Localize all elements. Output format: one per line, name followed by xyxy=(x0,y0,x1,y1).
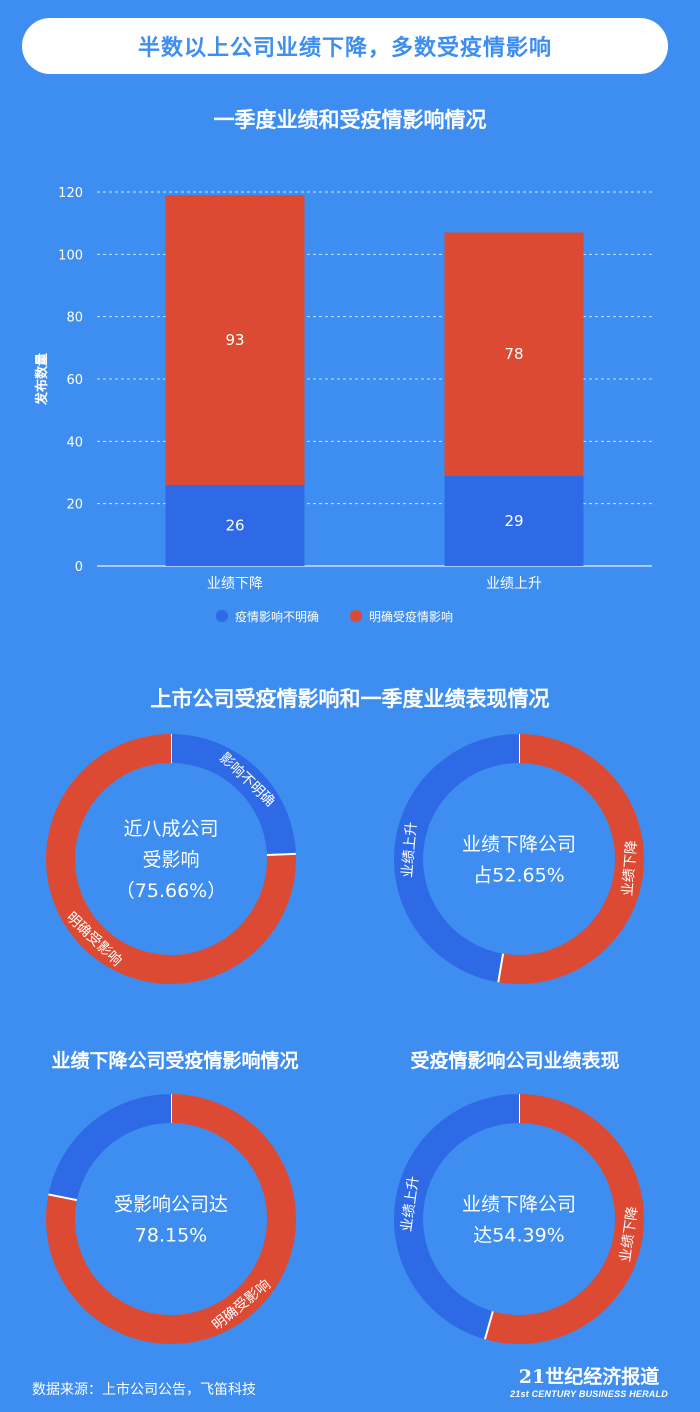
donut-slice xyxy=(48,1094,172,1201)
y-tick-label: 80 xyxy=(66,311,83,326)
donut-4-title: 受疫情影响公司业绩表现 xyxy=(410,1050,620,1072)
y-tick-label: 20 xyxy=(66,498,83,513)
donut-slice xyxy=(484,1094,644,1344)
slice-label: 业绩下降 xyxy=(620,840,641,897)
donut-center-text: 受影响 xyxy=(142,849,199,871)
y-tick-label: 120 xyxy=(58,186,83,201)
brand-logo: 21世纪经济报道 21st CENTURY BUSINESS HERALD xyxy=(505,1362,673,1399)
page-title: 半数以上公司业绩下降，多数受疫情影响 xyxy=(137,36,552,61)
x-category-label: 业绩上升 xyxy=(486,576,542,592)
slice-divider xyxy=(497,953,505,983)
x-category-label: 业绩下降 xyxy=(207,576,263,592)
brand-name-en: 21st CENTURY BUSINESS HERALD xyxy=(510,1389,668,1399)
donut-center-text: 近八成公司 xyxy=(123,818,218,840)
donut-center-text: 78.15% xyxy=(135,1225,207,1247)
donut-center-text: 业绩下降公司 xyxy=(462,834,576,856)
slice-label: 影响不明确 xyxy=(216,750,278,810)
slice-divider xyxy=(48,1193,78,1202)
bar-segment xyxy=(444,475,584,566)
donut-3-title: 业绩下降公司受疫情影响情况 xyxy=(51,1050,299,1072)
donut-slice xyxy=(498,734,644,984)
bar-value-label: 78 xyxy=(504,345,523,363)
y-tick-label: 100 xyxy=(58,248,83,263)
bar-segment xyxy=(444,232,584,476)
bar-value-label: 93 xyxy=(225,331,244,349)
slice-label: 业绩上升 xyxy=(400,821,421,878)
stacked-bar-chart: 0 20 40 60 80 100 120 发布数量 26 93 业绩下降 29 78 业绩上升疫情影响不… xyxy=(34,186,652,624)
bar-segment xyxy=(165,195,305,485)
donut-slice xyxy=(171,734,296,856)
bar-chart-title: 一季度业绩和受疫情影响情况 xyxy=(213,108,487,132)
legend-label: 明确受疫情影响 xyxy=(369,609,453,624)
legend-marker xyxy=(350,610,362,622)
legend-marker xyxy=(216,610,228,622)
bar-segment xyxy=(165,484,305,566)
y-tick-label: 0 xyxy=(75,560,83,575)
donut-center-text: 受影响公司达 xyxy=(114,1194,228,1216)
bar-value-label: 26 xyxy=(225,516,244,534)
bar-value-label: 29 xyxy=(504,512,523,530)
slice-divider xyxy=(266,852,296,857)
slice-divider xyxy=(483,1311,494,1340)
donut-center-text: 业绩下降公司 xyxy=(462,1194,576,1216)
legend-label: 疫情影响不明确 xyxy=(235,609,319,624)
header-banner: 半数以上公司业绩下降，多数受疫情影响 xyxy=(22,18,668,74)
donut-center-text: （75.66%） xyxy=(116,880,226,902)
slice-label: 业绩上升 xyxy=(399,1175,423,1233)
slice-label: 业绩下降 xyxy=(618,1205,642,1263)
y-tick-label: 60 xyxy=(66,373,83,388)
y-tick-label: 40 xyxy=(66,435,83,450)
donut-slice xyxy=(393,1094,519,1340)
data-source: 数据来源：上市公司公告，飞笛科技 xyxy=(32,1382,256,1398)
donut-center-text: 占52.65% xyxy=(473,865,564,887)
donut-section-title: 上市公司受疫情影响和一季度业绩表现情况 xyxy=(150,687,550,711)
donut-center-text: 达54.39% xyxy=(473,1225,564,1247)
donut-slice xyxy=(393,734,519,983)
y-axis-label: 发布数量 xyxy=(34,353,50,406)
brand-name-cn: 21世纪经济报道 xyxy=(518,1366,660,1388)
